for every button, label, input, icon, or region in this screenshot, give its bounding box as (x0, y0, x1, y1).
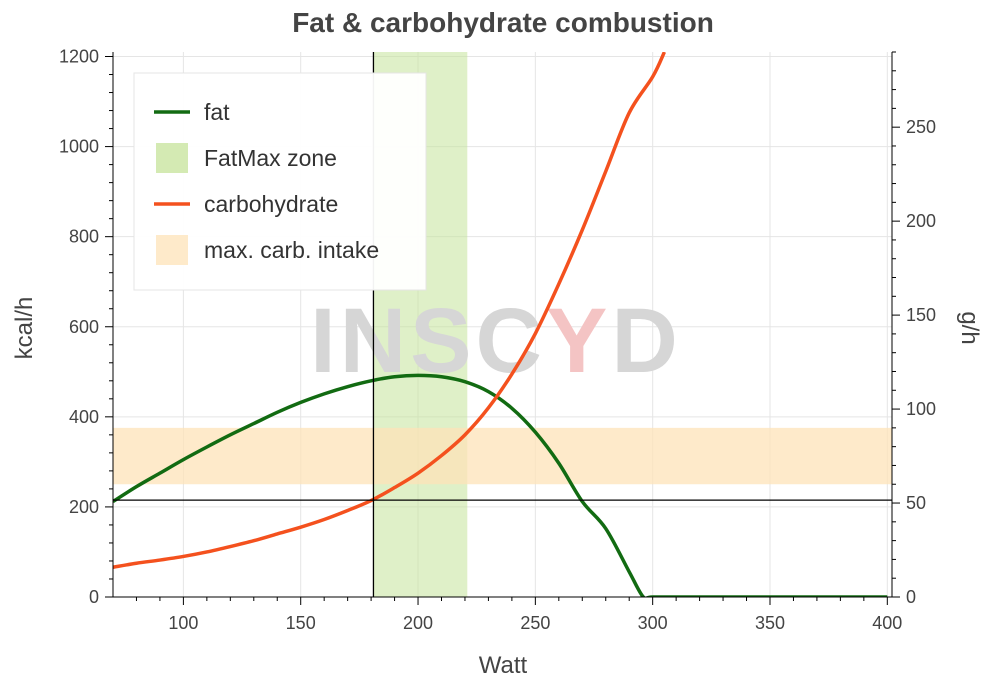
chart-title: Fat & carbohydrate combustion (292, 7, 714, 38)
y-tick-label: 600 (69, 317, 99, 337)
x-tick-label: 300 (638, 613, 668, 633)
max-carb-intake-band (113, 427, 892, 485)
legend-label: fat (204, 99, 230, 125)
y2-tick-label: 200 (906, 211, 936, 231)
x-tick-label: 150 (286, 613, 316, 633)
y-tick-label: 800 (69, 227, 99, 247)
y-tick-label: 200 (69, 497, 99, 517)
y-tick-label: 1000 (59, 137, 99, 157)
y-tick-label: 0 (89, 587, 99, 607)
x-tick-label: 200 (403, 613, 433, 633)
y2-tick-label: 250 (906, 117, 936, 137)
x-tick-label: 250 (520, 613, 550, 633)
fat-line (113, 373, 888, 597)
legend-swatch-patch (156, 235, 188, 265)
series (113, 52, 888, 597)
carbohydrate-line (113, 52, 666, 569)
bands (113, 52, 892, 597)
y2-tick-label: 100 (906, 399, 936, 419)
x-tick-label: 350 (755, 613, 785, 633)
y-tick-label: 1200 (59, 47, 99, 67)
legend: fat FatMax zone carbohydrate max. carb. int… (133, 72, 427, 291)
inscyd-watermark: INSCYD (310, 290, 682, 392)
y2-tick-label: 50 (906, 493, 926, 513)
legend-label: FatMax zone (204, 145, 337, 171)
legend-label: max. carb. intake (204, 237, 379, 263)
y-axis-label: kcal/h (11, 297, 38, 360)
legend-swatch-patch (156, 143, 188, 173)
x-tick-label: 100 (168, 613, 198, 633)
y2-tick-label: 0 (906, 587, 916, 607)
legend-label: carbohydrate (204, 191, 338, 217)
x-tick-label: 400 (872, 613, 902, 633)
x-axis-label: Watt (479, 652, 528, 679)
y2-tick-label: 150 (906, 305, 936, 325)
y2-axis-label: g/h (956, 311, 983, 344)
axes: 100 150 200 250 300 350 4000200400600800100012… (59, 47, 936, 633)
svg-text:INSCYD: INSCYD (310, 290, 682, 392)
y-tick-label: 400 (69, 407, 99, 427)
